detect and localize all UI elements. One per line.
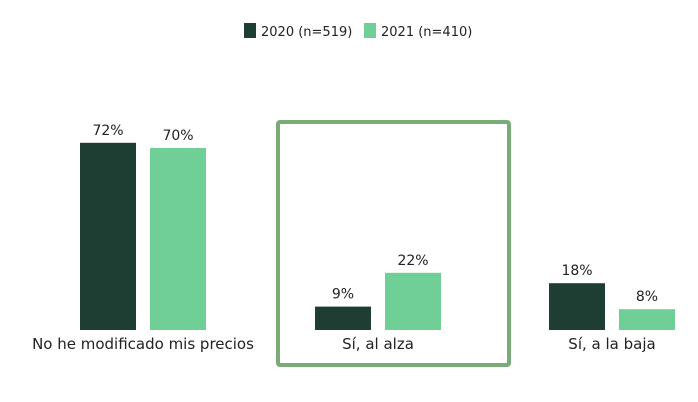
category-label-al-alza: Sí, al alza [342,335,414,353]
legend-swatch-2021 [364,23,376,38]
legend-label-2020: 2020 (n=519) [261,25,352,40]
category-label-a-la-baja: Sí, a la baja [568,335,655,353]
bars-group: 72% 70% 9% 22% 18% 8% [80,123,675,330]
bar-no-modificado-2020 [80,142,136,330]
data-label-a-la-baja-2021: 8% [636,289,658,305]
category-labels: No he modificado mis precios Sí, al alza… [32,335,656,353]
bar-no-modificado-2021 [150,148,206,330]
legend: 2020 (n=519) 2021 (n=410) [244,23,472,40]
bar-al-alza-2021 [385,272,441,330]
highlight-box [276,120,511,367]
bar-a-la-baja-2020 [549,283,605,330]
legend-swatch-2020 [244,23,256,38]
data-label-al-alza-2021: 22% [397,253,428,269]
category-label-no-modificado: No he modificado mis precios [32,335,254,353]
legend-label-2021: 2021 (n=410) [381,25,472,40]
bar-a-la-baja-2021 [619,309,675,330]
data-label-no-modificado-2021: 70% [162,128,193,144]
data-label-al-alza-2020: 9% [332,287,354,303]
data-label-a-la-baja-2020: 18% [561,263,592,279]
bar-al-alza-2020 [315,306,371,330]
data-label-no-modificado-2020: 72% [92,123,123,139]
